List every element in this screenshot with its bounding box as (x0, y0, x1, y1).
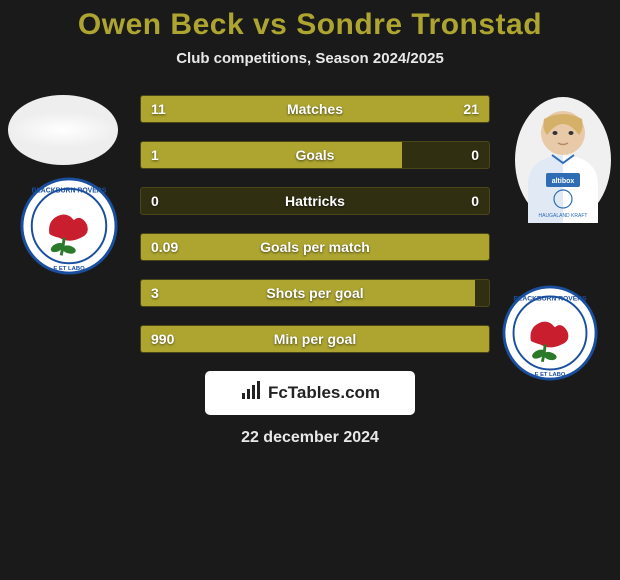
stat-label: Min per goal (274, 331, 356, 347)
stat-value-left: 3 (151, 285, 159, 301)
svg-text:E ET LABO: E ET LABO (535, 372, 566, 378)
stat-value-right: 0 (471, 193, 479, 209)
stat-value-right: 0 (471, 147, 479, 163)
stat-value-left: 990 (151, 331, 174, 347)
stat-value-right: 21 (463, 101, 479, 117)
stat-row: 0 0 Hattricks (140, 187, 490, 215)
svg-text:BLACKBURN ROVERS: BLACKBURN ROVERS (32, 188, 107, 195)
stat-row: 1 0 Goals (140, 141, 490, 169)
player-left-photo (8, 95, 118, 165)
club-badge-right: BLACKBURN ROVERS E ET LABO (502, 285, 598, 381)
stat-label: Hattricks (285, 193, 345, 209)
club-badge-left: BLACKBURN ROVERS E ET LABO (20, 177, 118, 275)
date-text: 22 december 2024 (0, 429, 620, 447)
chart-icon (240, 381, 262, 406)
svg-text:E ET LABO: E ET LABO (53, 266, 85, 272)
player-right-photo: altibox HAUGALAND KRAFT (514, 95, 612, 225)
stat-row: 3 Shots per goal (140, 279, 490, 307)
svg-text:BLACKBURN ROVERS: BLACKBURN ROVERS (513, 295, 587, 302)
stat-value-left: 0 (151, 193, 159, 209)
stat-bars: 11 21 Matches 1 0 Goals 0 0 Hattricks 0.09 Goals p… (140, 95, 490, 353)
stat-row: 0.09 Goals per match (140, 233, 490, 261)
stat-value-left: 11 (151, 101, 166, 117)
page-title: Owen Beck vs Sondre Tronstad (0, 0, 620, 42)
comparison-content: BLACKBURN ROVERS E ET LABO altibox HAUGA… (0, 95, 620, 353)
footer-brand-badge: FcTables.com (205, 371, 415, 415)
footer-brand-text: FcTables.com (268, 383, 380, 403)
subtitle: Club competitions, Season 2024/2025 (0, 50, 620, 67)
stat-row: 11 21 Matches (140, 95, 490, 123)
stat-label: Goals per match (260, 239, 370, 255)
bar-fill-left (141, 142, 402, 168)
stat-value-left: 0.09 (151, 239, 178, 255)
stat-label: Matches (287, 101, 343, 117)
stat-label: Goals (296, 147, 335, 163)
svg-text:HAUGALAND KRAFT: HAUGALAND KRAFT (539, 213, 588, 219)
stat-value-left: 1 (151, 147, 159, 163)
svg-text:altibox: altibox (552, 178, 575, 185)
stat-row: 990 Min per goal (140, 325, 490, 353)
stat-label: Shots per goal (266, 285, 363, 301)
